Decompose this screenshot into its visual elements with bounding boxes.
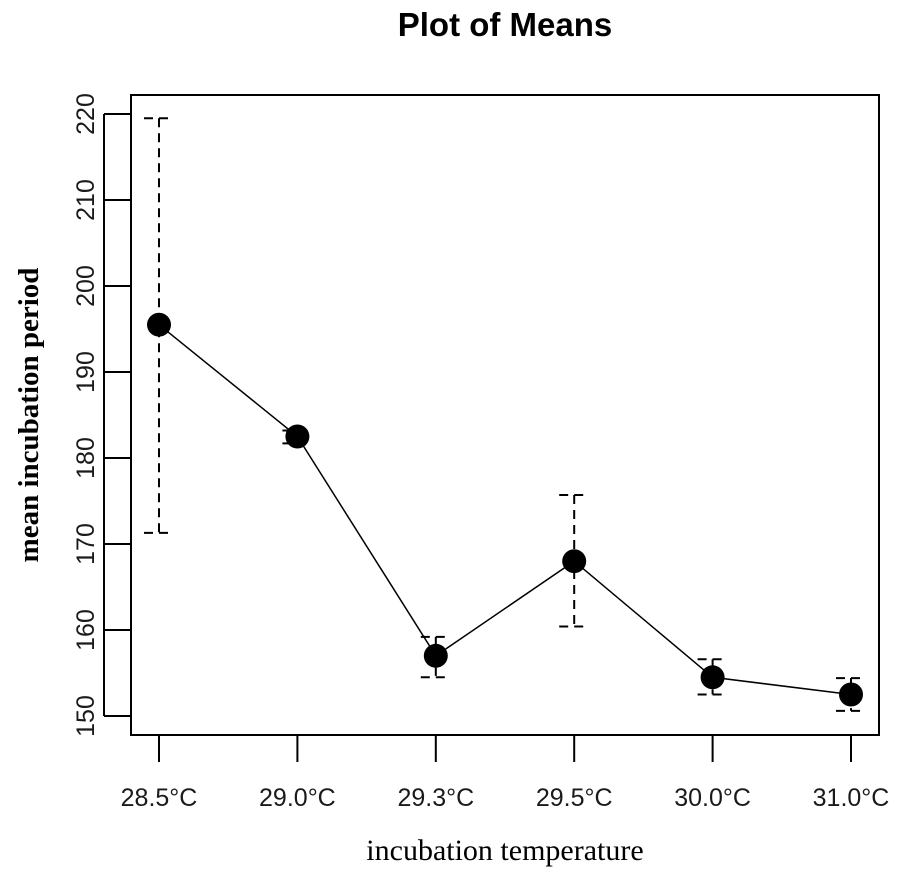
y-tick-label-210: 210 xyxy=(72,179,100,221)
y-axis-title: mean incubation period xyxy=(13,268,45,563)
x-tick-label-1: 29.0°C xyxy=(259,784,336,812)
y-tick-label-190: 190 xyxy=(72,351,100,393)
y-tick-label-150: 150 xyxy=(72,695,100,737)
y-tick-label-160: 160 xyxy=(72,609,100,651)
y-tick-label-200: 200 xyxy=(72,265,100,307)
x-tick-label-5: 31.0°C xyxy=(813,784,890,812)
x-tick-label-2: 29.3°C xyxy=(397,784,474,812)
error-bars xyxy=(144,117,866,712)
series-line xyxy=(158,324,852,696)
x-tick-label-0: 28.5°C xyxy=(121,784,198,812)
y-tick-label-220: 220 xyxy=(72,93,100,135)
y-axis: 150 160 170 180 190 200 210 220 xyxy=(72,93,131,737)
mean-point-2 xyxy=(423,643,448,668)
x-tick-label-4: 30.0°C xyxy=(674,784,751,812)
y-tick-label-180: 180 xyxy=(72,437,100,479)
mean-points xyxy=(147,312,863,707)
mean-point-1 xyxy=(285,424,310,449)
chart-title: Plot of Means xyxy=(398,6,613,43)
mean-point-4 xyxy=(700,665,725,690)
series-line-group xyxy=(158,324,852,696)
mean-point-3 xyxy=(562,549,587,574)
y-tick-label-170: 170 xyxy=(72,523,100,565)
x-axis: 28.5°C 29.0°C 29.3°C 29.5°C 30.0°C 31.0°C xyxy=(121,735,890,812)
x-tick-label-3: 29.5°C xyxy=(536,784,613,812)
plot-frame xyxy=(130,94,880,736)
x-axis-title: incubation temperature xyxy=(366,834,643,867)
mean-point-5 xyxy=(839,682,863,707)
mean-point-0 xyxy=(147,312,171,337)
